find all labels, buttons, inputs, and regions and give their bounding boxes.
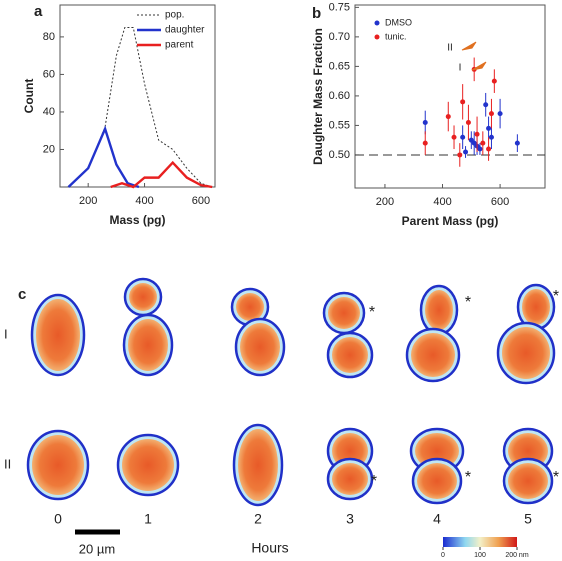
colorbar-label: 100 <box>474 552 486 559</box>
marker: * <box>371 473 377 490</box>
y-tick-label: 0.75 <box>329 1 350 13</box>
marker: * <box>465 294 471 311</box>
hour-label: 4 <box>433 511 441 527</box>
point <box>465 119 471 125</box>
scale-bar-label: 20 µm <box>79 541 115 556</box>
point <box>514 140 520 146</box>
cell-body <box>32 435 84 495</box>
point <box>491 78 497 84</box>
point <box>463 149 469 155</box>
marker: * <box>553 288 559 305</box>
legend-label: parent <box>165 40 194 51</box>
x-tick-label: 200 <box>376 196 394 208</box>
legend-label: daughter <box>165 25 205 36</box>
annotation-arrow <box>471 61 487 71</box>
hour-label: 5 <box>524 511 532 527</box>
point <box>486 146 492 152</box>
x-tick-label: 400 <box>135 195 153 207</box>
panel-label: b <box>312 5 321 22</box>
point <box>486 125 492 131</box>
line <box>110 160 213 189</box>
colorbar-label: 200 nm <box>505 552 529 559</box>
cell-body <box>332 337 368 373</box>
annotation: I <box>459 63 462 74</box>
x-axis-label: Mass (pg) <box>109 213 165 227</box>
point <box>457 152 463 158</box>
y-tick-label: 60 <box>43 68 55 80</box>
point <box>445 114 451 120</box>
point <box>451 134 457 140</box>
row-label: I <box>4 326 8 341</box>
hour-label: 2 <box>254 511 262 527</box>
cell-body <box>425 290 453 330</box>
cell-body <box>236 293 264 321</box>
cell-body <box>332 463 368 495</box>
hour-label: 1 <box>144 511 152 527</box>
y-tick-label: 40 <box>43 106 55 118</box>
y-tick-label: 0.55 <box>329 119 350 131</box>
point <box>483 102 489 108</box>
cell-body <box>411 333 455 377</box>
x-tick-label: 400 <box>433 196 451 208</box>
y-tick-label: 0.50 <box>329 149 350 161</box>
point <box>497 111 503 117</box>
legend-label: pop. <box>165 10 184 21</box>
plot-frame <box>354 4 546 189</box>
y-tick-label: 0.60 <box>329 90 350 102</box>
cell-body <box>129 283 157 311</box>
colorbar <box>443 537 517 547</box>
legend-swatch <box>374 34 380 40</box>
cell-body <box>417 463 457 499</box>
point <box>488 111 494 117</box>
cell-body <box>36 299 80 371</box>
legend-label: tunic. <box>385 31 407 41</box>
y-tick-label: 0.70 <box>329 31 350 43</box>
marker: * <box>553 469 559 486</box>
x-tick-label: 200 <box>79 195 97 207</box>
x-tick-label: 600 <box>491 196 509 208</box>
cell-body <box>122 439 174 491</box>
cell-body <box>508 463 548 499</box>
hour-label: 0 <box>54 511 62 527</box>
x-tick-label: 600 <box>192 195 210 207</box>
legend-label: DMSO <box>385 17 412 27</box>
hour-label: 3 <box>346 511 354 527</box>
line <box>67 125 140 189</box>
cell-body <box>240 323 280 371</box>
y-tick-label: 0.65 <box>329 60 350 72</box>
annotation-arrow <box>461 41 477 51</box>
legend-swatch <box>374 20 380 26</box>
cell-body <box>128 319 168 371</box>
cell-body <box>328 297 360 329</box>
point <box>460 134 466 140</box>
panel-label: c <box>18 286 26 303</box>
x-axis-label: Parent Mass (pg) <box>402 214 499 228</box>
y-tick-label: 80 <box>43 31 55 43</box>
point <box>422 140 428 146</box>
x-axis-label: Hours <box>251 540 288 556</box>
marker: * <box>369 304 375 321</box>
y-axis-label: Daughter Mass Fraction <box>311 28 325 165</box>
point <box>480 140 486 146</box>
cell-body <box>522 289 550 325</box>
row-label: II <box>4 456 11 471</box>
panel-label: a <box>34 3 43 20</box>
annotation: II <box>447 43 453 54</box>
marker: * <box>465 469 471 486</box>
y-tick-label: 20 <box>43 143 55 155</box>
point <box>474 131 480 137</box>
point <box>460 99 466 105</box>
point <box>488 134 494 140</box>
cell-body <box>502 327 550 379</box>
cell-body <box>238 429 278 501</box>
y-axis-label: Count <box>22 79 36 114</box>
point <box>422 119 428 125</box>
colorbar-label: 0 <box>441 552 445 559</box>
